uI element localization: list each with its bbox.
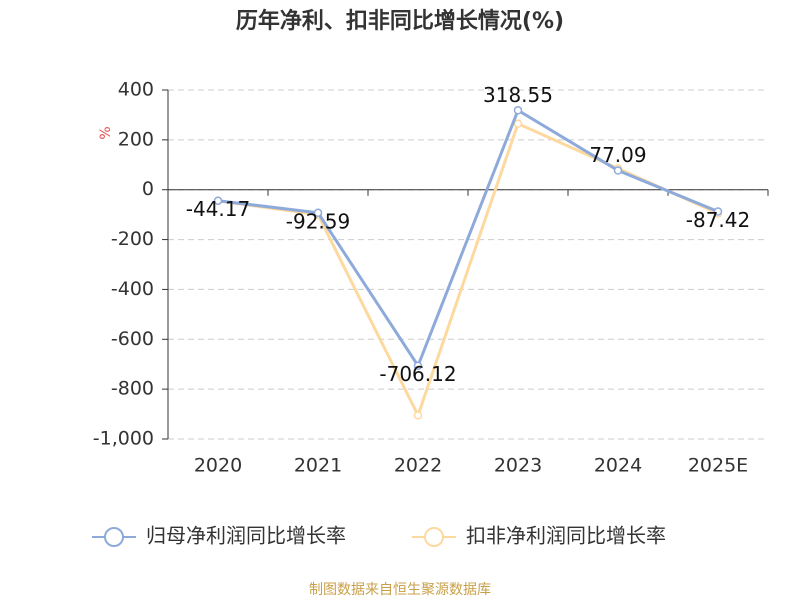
point [513,119,523,128]
y-tick-label: -200 [111,228,154,250]
point [213,196,223,205]
x-tick-label: 2020 [194,455,242,477]
y-tick-label: -400 [111,278,154,300]
y-tick-label: 400 [118,79,154,101]
point [613,166,623,175]
data-label: -92.59 [286,209,350,233]
x-tick-label: 2025E [688,455,748,477]
series-line [217,121,719,420]
data-label: -706.12 [379,362,456,386]
y-tick-label: 200 [118,128,154,150]
x-tick-label: 2023 [494,455,542,477]
point [513,106,523,115]
chart-title: 历年净利、扣非同比增长情况(%) [236,8,564,34]
point [413,411,423,420]
data-label: 77.09 [589,143,646,167]
data-label: 318.55 [483,83,553,107]
source-note: 制图数据来自恒生聚源数据库 [309,582,491,598]
legend-label: 归母净利润同比增长率 [146,524,346,548]
legend-marker [104,527,124,547]
legend-label: 扣非净利润同比增长率 [466,524,666,548]
x-tick-label: 2024 [594,455,642,477]
y-tick-label: -1,000 [93,428,154,450]
series-line [217,108,719,369]
data-label: -87.42 [686,208,750,232]
point [413,361,423,370]
y-axis-label: % [98,126,114,139]
y-tick-label: -600 [111,328,154,350]
point [713,207,723,216]
x-tick-label: 2021 [294,455,342,477]
point [313,208,323,218]
data-label: -44.17 [186,197,250,221]
y-tick-label: 0 [142,178,154,200]
y-tick-label: -800 [111,378,154,400]
x-tick-label: 2022 [394,455,442,477]
legend-marker [424,527,444,547]
